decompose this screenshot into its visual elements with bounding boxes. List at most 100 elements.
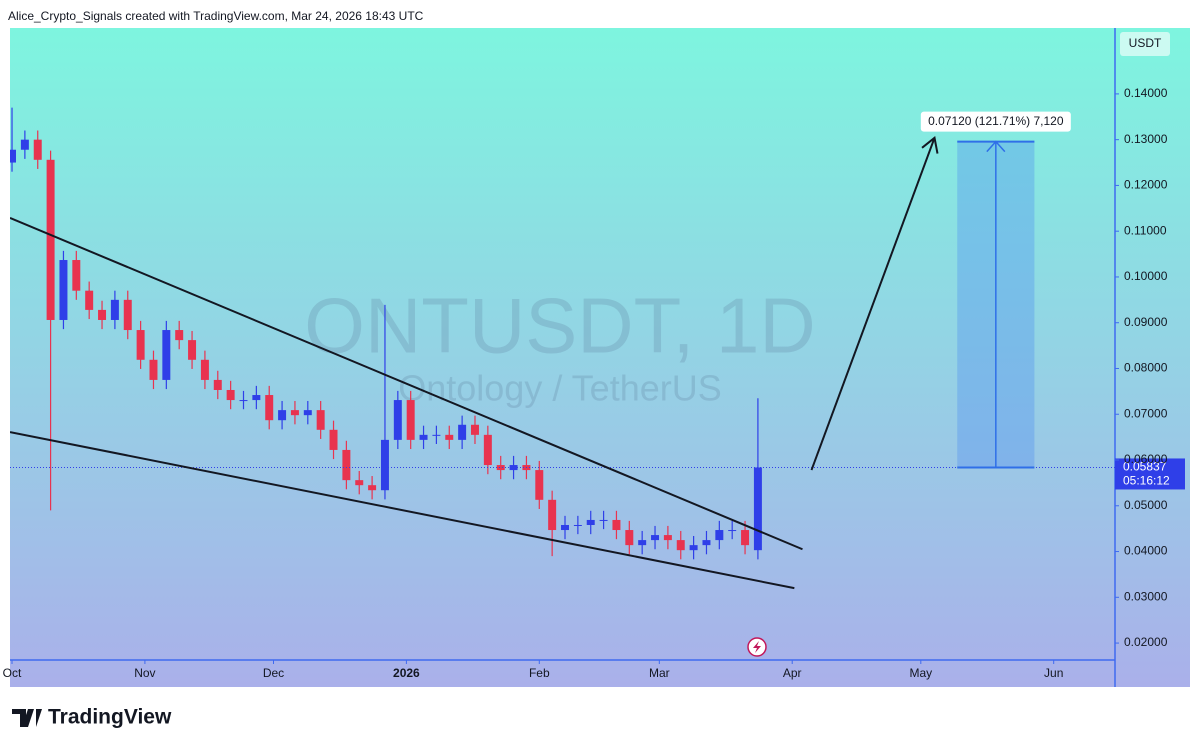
candle-body xyxy=(419,434,428,440)
y-tick-label: 0.04000 xyxy=(1124,544,1168,558)
last-price-box xyxy=(1115,458,1185,490)
candle-body xyxy=(136,330,145,360)
candle-body xyxy=(496,465,505,471)
x-tick-label: May xyxy=(909,666,932,680)
candle-body xyxy=(278,410,287,421)
candle-body xyxy=(200,359,209,380)
plot xyxy=(10,107,1115,590)
logo-icon xyxy=(12,709,42,727)
watermark-subtitle: Ontology / TetherUS xyxy=(398,368,722,409)
y-tick-label: 0.11000 xyxy=(1124,223,1167,237)
candle-body xyxy=(406,400,415,440)
candle-body xyxy=(651,535,660,541)
y-tick-label: 0.13000 xyxy=(1124,132,1168,146)
candle-body xyxy=(85,290,94,310)
candle-body xyxy=(110,299,119,320)
candle-body xyxy=(509,465,518,471)
candle-body xyxy=(535,470,544,500)
currency[interactable]: USDT xyxy=(1129,36,1162,50)
x-tick-label: Apr xyxy=(783,666,802,680)
watermark: ONTUSDT, 1D xyxy=(304,282,815,370)
candle-body xyxy=(290,410,299,416)
y-tick-label: 0.05000 xyxy=(1124,498,1168,512)
x-tick-label: 2026 xyxy=(393,666,420,680)
candle-body xyxy=(741,530,750,546)
logo-text: TradingView xyxy=(48,706,172,729)
arrow-head xyxy=(921,136,939,154)
candle-body xyxy=(638,540,647,546)
candle-body xyxy=(586,519,595,525)
candle-body xyxy=(149,359,158,380)
candle-body xyxy=(342,449,351,481)
candle-body xyxy=(188,340,197,360)
measure-arrow-head xyxy=(986,140,1006,153)
candle-body xyxy=(728,530,737,532)
candle-body xyxy=(123,299,132,331)
x-tick-label: Nov xyxy=(134,666,155,680)
candle-body xyxy=(702,540,711,546)
candle-body xyxy=(265,395,274,421)
currency-box[interactable] xyxy=(1120,32,1170,56)
last-price-label: 0.05837 xyxy=(1123,460,1167,474)
candle-body xyxy=(561,524,569,531)
chart-area xyxy=(10,28,1190,687)
candle-body xyxy=(612,519,621,531)
candle-body xyxy=(239,400,248,402)
candle-body xyxy=(573,524,582,526)
y-tick-label: 0.06000 xyxy=(1124,452,1168,466)
y-tick-label: 0.12000 xyxy=(1124,178,1168,192)
candle-body xyxy=(72,260,81,291)
candle-body xyxy=(470,424,479,435)
y-tick-label: 0.03000 xyxy=(1124,589,1168,603)
measure-label: 0.07120 (121.71%) 7,120 xyxy=(928,114,1064,128)
candle-body xyxy=(316,410,325,430)
y-tick-label: 0.09000 xyxy=(1124,315,1168,329)
y-tick-label: 0.14000 xyxy=(1124,86,1168,100)
candle-body xyxy=(46,159,55,320)
candle-body xyxy=(548,499,557,531)
candle-body xyxy=(355,480,364,486)
candle-body xyxy=(689,545,698,551)
candle-body xyxy=(625,530,634,546)
candle-body xyxy=(380,439,389,491)
x-tick-label: Dec xyxy=(263,666,284,680)
candle-body xyxy=(329,429,338,450)
x-tick-label: Jun xyxy=(1044,666,1063,680)
candle-body xyxy=(252,395,261,401)
y-tick-label: 0.02000 xyxy=(1124,635,1168,649)
candle-body xyxy=(213,379,222,390)
candle-body xyxy=(483,434,492,466)
candle-body xyxy=(303,410,312,416)
candle-body xyxy=(676,540,685,551)
candle-body xyxy=(445,434,454,440)
candle-body xyxy=(33,139,42,160)
candle-body xyxy=(753,467,762,551)
candle-body xyxy=(663,535,672,541)
candle-body xyxy=(432,434,441,436)
candle-body xyxy=(59,260,68,320)
candle-body xyxy=(20,139,29,150)
x-tick-label: Mar xyxy=(649,666,670,680)
candle-body xyxy=(599,519,608,521)
event-icon-bolt xyxy=(753,641,761,653)
countdown-label: 05:16:12 xyxy=(1123,474,1170,488)
candle-body xyxy=(368,485,377,491)
x-tick-label: Feb xyxy=(529,666,550,680)
y-tick-label: 0.08000 xyxy=(1124,361,1168,375)
candle-body xyxy=(458,424,467,440)
measure-label-box xyxy=(920,111,1071,132)
candle-body xyxy=(10,149,17,163)
trendline xyxy=(10,216,803,551)
y-tick-label: 0.10000 xyxy=(1124,269,1168,283)
candle-body xyxy=(175,330,184,341)
header: Alice_Crypto_Signals created with Tradin… xyxy=(8,9,424,23)
candle-body xyxy=(162,330,171,380)
x-tick-label: Oct xyxy=(3,666,22,680)
candle-body xyxy=(715,530,724,541)
projection-arrow xyxy=(810,137,936,471)
candle-body xyxy=(226,389,235,401)
y-tick-label: 0.07000 xyxy=(1124,406,1168,420)
